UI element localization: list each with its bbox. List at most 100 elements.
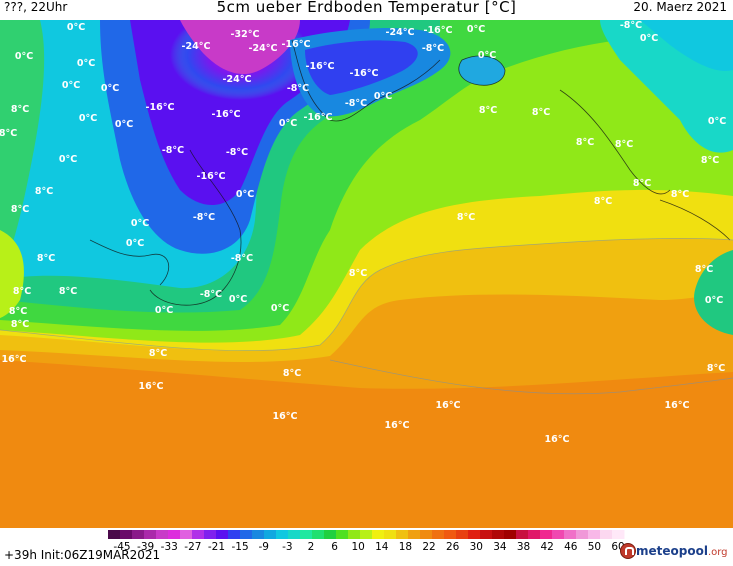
isotherm-label: -8°C bbox=[193, 212, 215, 223]
isotherm-label: 0°C bbox=[126, 238, 144, 249]
color-swatch bbox=[252, 530, 265, 539]
scale-tick-label: -45 bbox=[113, 541, 130, 553]
scale-tick-label: 6 bbox=[331, 541, 338, 553]
color-swatch bbox=[504, 530, 517, 539]
isotherm-label: 8°C bbox=[633, 178, 651, 189]
isotherm-label: 8°C bbox=[457, 212, 475, 223]
isotherm-label: 0°C bbox=[59, 154, 77, 165]
color-swatch bbox=[216, 530, 229, 539]
isotherm-label: -8°C bbox=[620, 20, 642, 31]
color-swatch bbox=[288, 530, 301, 539]
isotherm-label: 0°C bbox=[79, 113, 97, 124]
color-swatch bbox=[108, 530, 121, 539]
isotherm-label: 0°C bbox=[229, 294, 247, 305]
isotherm-label: 0°C bbox=[640, 33, 658, 44]
valid-time-label: ???, 22Uhr bbox=[4, 0, 68, 14]
brand-link[interactable]: meteopool.org bbox=[636, 544, 728, 558]
scale-tick-label: -39 bbox=[137, 541, 154, 553]
color-swatch bbox=[360, 530, 373, 539]
color-swatch bbox=[576, 530, 589, 539]
isotherm-label: 8°C bbox=[0, 128, 17, 139]
scale-tick-label: 2 bbox=[308, 541, 315, 553]
isotherm-label: -24°C bbox=[386, 27, 415, 38]
isotherm-label: 8°C bbox=[701, 155, 719, 166]
color-swatch bbox=[144, 530, 157, 539]
color-swatch bbox=[600, 530, 613, 539]
isotherm-label: -8°C bbox=[422, 43, 444, 54]
color-swatch bbox=[408, 530, 421, 539]
map-title: 5cm ueber Erdboden Temperatur [°C] bbox=[216, 0, 517, 16]
isotherm-label: 8°C bbox=[283, 368, 301, 379]
color-swatch bbox=[468, 530, 481, 539]
isotherm-label: 0°C bbox=[705, 295, 723, 306]
isotherm-label: 0°C bbox=[101, 83, 119, 94]
color-swatch bbox=[516, 530, 529, 539]
isotherm-label: 8°C bbox=[11, 104, 29, 115]
isotherm-label: 8°C bbox=[35, 186, 53, 197]
color-swatch bbox=[540, 530, 553, 539]
scale-tick-label: 22 bbox=[422, 541, 435, 553]
color-swatch bbox=[264, 530, 277, 539]
isotherm-label: -32°C bbox=[231, 29, 260, 40]
scale-tick-label: 18 bbox=[399, 541, 412, 553]
color-swatch bbox=[444, 530, 457, 539]
isotherm-label: -16°C bbox=[424, 25, 453, 36]
isotherm-label: 16°C bbox=[139, 381, 164, 392]
isotherm-label: -8°C bbox=[200, 289, 222, 300]
isotherm-label: -8°C bbox=[231, 253, 253, 264]
scale-tick-label: -15 bbox=[232, 541, 249, 553]
color-swatch bbox=[420, 530, 433, 539]
color-swatch bbox=[336, 530, 349, 539]
isotherm-label: 0°C bbox=[131, 218, 149, 229]
isotherm-label: 0°C bbox=[15, 51, 33, 62]
isotherm-label: 0°C bbox=[236, 189, 254, 200]
isotherm-label: 8°C bbox=[576, 137, 594, 148]
isotherm-label: 16°C bbox=[273, 411, 298, 422]
scale-tick-label: 42 bbox=[540, 541, 553, 553]
isotherm-label: 16°C bbox=[2, 354, 27, 365]
color-swatch bbox=[432, 530, 445, 539]
color-swatch bbox=[204, 530, 217, 539]
brand-suffix: .org bbox=[707, 547, 728, 558]
color-swatch bbox=[132, 530, 145, 539]
color-swatch bbox=[168, 530, 181, 539]
color-swatch bbox=[456, 530, 469, 539]
color-swatch bbox=[612, 530, 625, 539]
color-swatch bbox=[588, 530, 601, 539]
scale-tick-label: -27 bbox=[184, 541, 201, 553]
run-info: +39h Init:06Z19MAR2021 bbox=[4, 548, 161, 562]
isotherm-label: -8°C bbox=[226, 147, 248, 158]
isotherm-label: 0°C bbox=[271, 303, 289, 314]
color-swatch bbox=[480, 530, 493, 539]
isotherm-label: 8°C bbox=[59, 286, 77, 297]
temperature-field: 0°C -32°C -24°C -24°C -16°C -24°C -16°C 0°C -8°C… bbox=[0, 20, 733, 528]
isotherm-label: 0°C bbox=[279, 118, 297, 129]
map-footer: +39h Init:06Z19MAR2021 -45 -39 -33 -27 -21 -1… bbox=[0, 528, 733, 566]
isotherm-label: -24°C bbox=[182, 41, 211, 52]
isotherm-label: 8°C bbox=[695, 264, 713, 275]
color-swatch bbox=[228, 530, 241, 539]
isotherm-label: 0°C bbox=[67, 22, 85, 33]
scale-tick-label: 30 bbox=[470, 541, 483, 553]
color-swatch bbox=[120, 530, 133, 539]
color-swatch bbox=[300, 530, 313, 539]
isotherm-label: 8°C bbox=[479, 105, 497, 116]
isotherm-label: -16°C bbox=[282, 39, 311, 50]
isotherm-label: 0°C bbox=[115, 119, 133, 130]
isotherm-label: 8°C bbox=[11, 319, 29, 330]
color-swatch bbox=[324, 530, 337, 539]
isotherm-label: 0°C bbox=[77, 58, 95, 69]
scale-tick-label: 26 bbox=[446, 541, 460, 553]
scale-tick-label: -33 bbox=[161, 541, 178, 553]
color-swatch bbox=[384, 530, 397, 539]
isotherm-label: 8°C bbox=[671, 189, 689, 200]
color-swatch bbox=[564, 530, 577, 539]
color-scale-legend: -45 -39 -33 -27 -21 -15 -9 -3 2 6 10 14 18 22 26 30 34 38… bbox=[108, 530, 625, 553]
isotherm-label: 8°C bbox=[615, 139, 633, 150]
color-bar bbox=[108, 530, 625, 539]
isotherm-label: 16°C bbox=[665, 400, 690, 411]
meteopool-logo-icon bbox=[620, 543, 636, 559]
brand-name: meteopool bbox=[636, 544, 708, 558]
isotherm-label: -16°C bbox=[304, 112, 333, 123]
color-swatch bbox=[240, 530, 253, 539]
